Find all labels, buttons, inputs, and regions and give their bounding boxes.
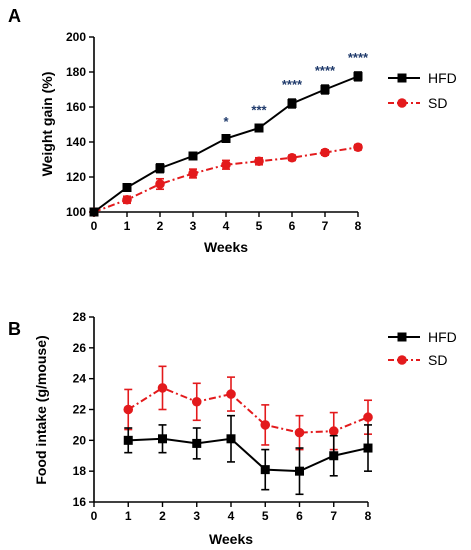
y-tick-label: 22 <box>73 403 87 417</box>
legend-marker <box>397 98 407 108</box>
y-tick-label: 160 <box>66 100 86 114</box>
x-tick-label: 1 <box>125 509 132 523</box>
y-tick-label: 24 <box>73 372 87 386</box>
data-point-hfd <box>295 466 304 476</box>
series-line-sd <box>127 386 369 434</box>
x-tick-label: 2 <box>159 509 166 523</box>
y-tick-label: 20 <box>73 433 87 447</box>
significance-marker: **** <box>348 50 369 65</box>
legend-marker <box>397 73 407 83</box>
y-tick-label: 18 <box>73 464 87 478</box>
data-point-sd <box>155 179 165 189</box>
data-point-hfd <box>123 435 133 445</box>
data-point-sd <box>122 194 132 205</box>
data-point-sd <box>363 412 373 423</box>
data-point-hfd <box>158 434 167 444</box>
data-point-hfd <box>122 183 132 192</box>
x-tick-label: 2 <box>157 219 164 233</box>
legend-label: SD <box>428 352 447 368</box>
legend-label: SD <box>428 95 447 111</box>
legend-marker <box>397 355 407 365</box>
data-point-sd <box>328 426 339 436</box>
data-point-sd <box>294 427 305 438</box>
x-tick-label: 1 <box>124 219 131 233</box>
series-line-sd <box>93 146 359 213</box>
x-tick-label: 7 <box>330 509 337 523</box>
y-tick-label: 180 <box>66 65 86 79</box>
data-point-sd <box>353 142 363 153</box>
x-tick-label: 0 <box>91 509 98 523</box>
data-point-hfd <box>353 71 363 81</box>
data-point-hfd <box>226 434 236 444</box>
y-tick-label: 28 <box>73 310 87 324</box>
x-tick-label: 3 <box>193 509 200 523</box>
y-axis-title: Weight gain (%) <box>39 72 55 177</box>
y-tick-label: 140 <box>66 135 86 149</box>
y-tick-label: 200 <box>66 30 86 44</box>
x-tick-label: 5 <box>262 509 269 523</box>
y-axis-title: Food intake (g/mouse) <box>33 335 49 484</box>
series-line-hfd <box>128 437 369 473</box>
x-tick-label: 0 <box>91 219 98 233</box>
x-axis-title: Weeks <box>209 531 253 547</box>
legend-marker <box>397 332 407 342</box>
data-point-hfd <box>363 443 373 453</box>
x-tick-label: 5 <box>256 219 263 233</box>
x-axis-title: Weeks <box>204 239 248 255</box>
data-point-hfd <box>320 85 330 94</box>
data-point-sd <box>254 156 264 167</box>
significance-marker: *** <box>251 103 267 118</box>
data-point-hfd <box>329 451 339 461</box>
x-tick-label: 3 <box>190 219 197 233</box>
data-point-sd <box>123 404 134 415</box>
data-point-sd <box>260 420 271 430</box>
x-tick-label: 7 <box>322 219 329 233</box>
panel-b-food-intake-chart: B 16 18 20 22 24 26 28 0 1 2 3 4 5 6 7 8 Weeks Food intake… <box>8 310 457 547</box>
legend-label: HFD <box>428 70 457 86</box>
data-point-hfd <box>192 438 202 448</box>
x-tick-label: 4 <box>223 219 230 233</box>
data-point-hfd <box>254 123 264 133</box>
legend-label: HFD <box>428 329 457 345</box>
y-tick-label: 120 <box>66 170 86 184</box>
series-line-hfd <box>93 75 359 213</box>
data-point-hfd <box>155 163 165 173</box>
significance-marker: **** <box>315 63 336 78</box>
significance-marker: * <box>223 114 229 129</box>
data-point-hfd <box>89 207 99 217</box>
y-tick-label: 26 <box>73 341 87 355</box>
x-tick-label: 8 <box>365 509 372 523</box>
y-tick-label: 100 <box>66 205 86 219</box>
significance-marker: **** <box>282 77 303 92</box>
data-point-hfd <box>260 465 270 475</box>
data-point-sd <box>157 383 168 393</box>
data-point-sd <box>226 389 236 399</box>
data-point-sd <box>287 152 297 163</box>
panel-label: B <box>8 319 21 339</box>
x-tick-label: 4 <box>228 509 235 523</box>
x-tick-label: 8 <box>355 219 362 233</box>
panel-a-weight-gain-chart: A 100 120 140 160 180 200 0 1 2 3 4 5 6 7 8 Weeks Weight … <box>8 6 457 255</box>
x-tick-label: 6 <box>296 509 303 523</box>
data-point-hfd <box>287 99 297 108</box>
data-point-sd <box>191 396 202 407</box>
x-tick-label: 6 <box>289 219 296 233</box>
data-point-sd <box>221 159 231 170</box>
y-tick-label: 16 <box>73 495 87 509</box>
data-point-hfd <box>221 134 231 143</box>
data-point-hfd <box>188 151 198 161</box>
data-point-sd <box>320 147 330 158</box>
data-point-sd <box>188 168 198 179</box>
panel-label: A <box>8 6 21 26</box>
